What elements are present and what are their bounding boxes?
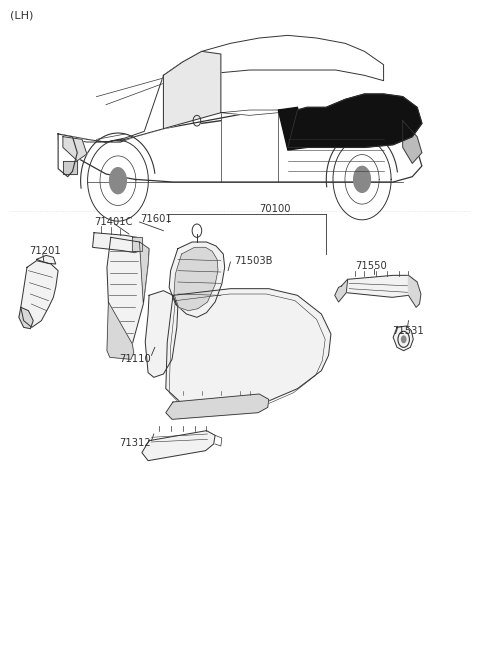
Polygon shape bbox=[93, 232, 142, 253]
Polygon shape bbox=[335, 279, 348, 302]
Polygon shape bbox=[58, 134, 77, 176]
Polygon shape bbox=[221, 110, 384, 137]
Polygon shape bbox=[354, 166, 371, 192]
Text: 71201: 71201 bbox=[29, 246, 61, 257]
Polygon shape bbox=[393, 326, 413, 351]
Polygon shape bbox=[163, 35, 384, 84]
Polygon shape bbox=[63, 137, 87, 161]
Polygon shape bbox=[132, 237, 142, 250]
Text: 71312: 71312 bbox=[120, 438, 151, 448]
Polygon shape bbox=[278, 108, 307, 150]
Polygon shape bbox=[163, 51, 221, 129]
Text: 71110: 71110 bbox=[120, 354, 151, 364]
Text: 71503B: 71503B bbox=[234, 256, 273, 266]
Text: 71401C: 71401C bbox=[94, 217, 132, 227]
Polygon shape bbox=[169, 242, 225, 317]
Polygon shape bbox=[403, 121, 422, 164]
Polygon shape bbox=[174, 247, 218, 311]
Polygon shape bbox=[166, 289, 331, 409]
Polygon shape bbox=[58, 110, 422, 182]
Polygon shape bbox=[288, 94, 422, 148]
Polygon shape bbox=[109, 168, 126, 194]
Text: (LH): (LH) bbox=[10, 11, 34, 21]
Polygon shape bbox=[107, 237, 149, 344]
Polygon shape bbox=[341, 275, 417, 297]
Text: 71531: 71531 bbox=[392, 326, 424, 335]
Polygon shape bbox=[19, 307, 33, 329]
Text: 70100: 70100 bbox=[259, 204, 291, 214]
Text: 71550: 71550 bbox=[355, 261, 386, 271]
Circle shape bbox=[401, 335, 407, 343]
Polygon shape bbox=[408, 275, 421, 307]
Polygon shape bbox=[58, 62, 182, 142]
Polygon shape bbox=[21, 261, 58, 327]
Polygon shape bbox=[140, 242, 149, 304]
Polygon shape bbox=[36, 255, 56, 264]
Polygon shape bbox=[107, 302, 134, 359]
Polygon shape bbox=[142, 431, 215, 461]
Polygon shape bbox=[145, 291, 178, 377]
Polygon shape bbox=[166, 394, 269, 420]
Text: 71601: 71601 bbox=[141, 214, 172, 224]
Polygon shape bbox=[63, 161, 77, 174]
